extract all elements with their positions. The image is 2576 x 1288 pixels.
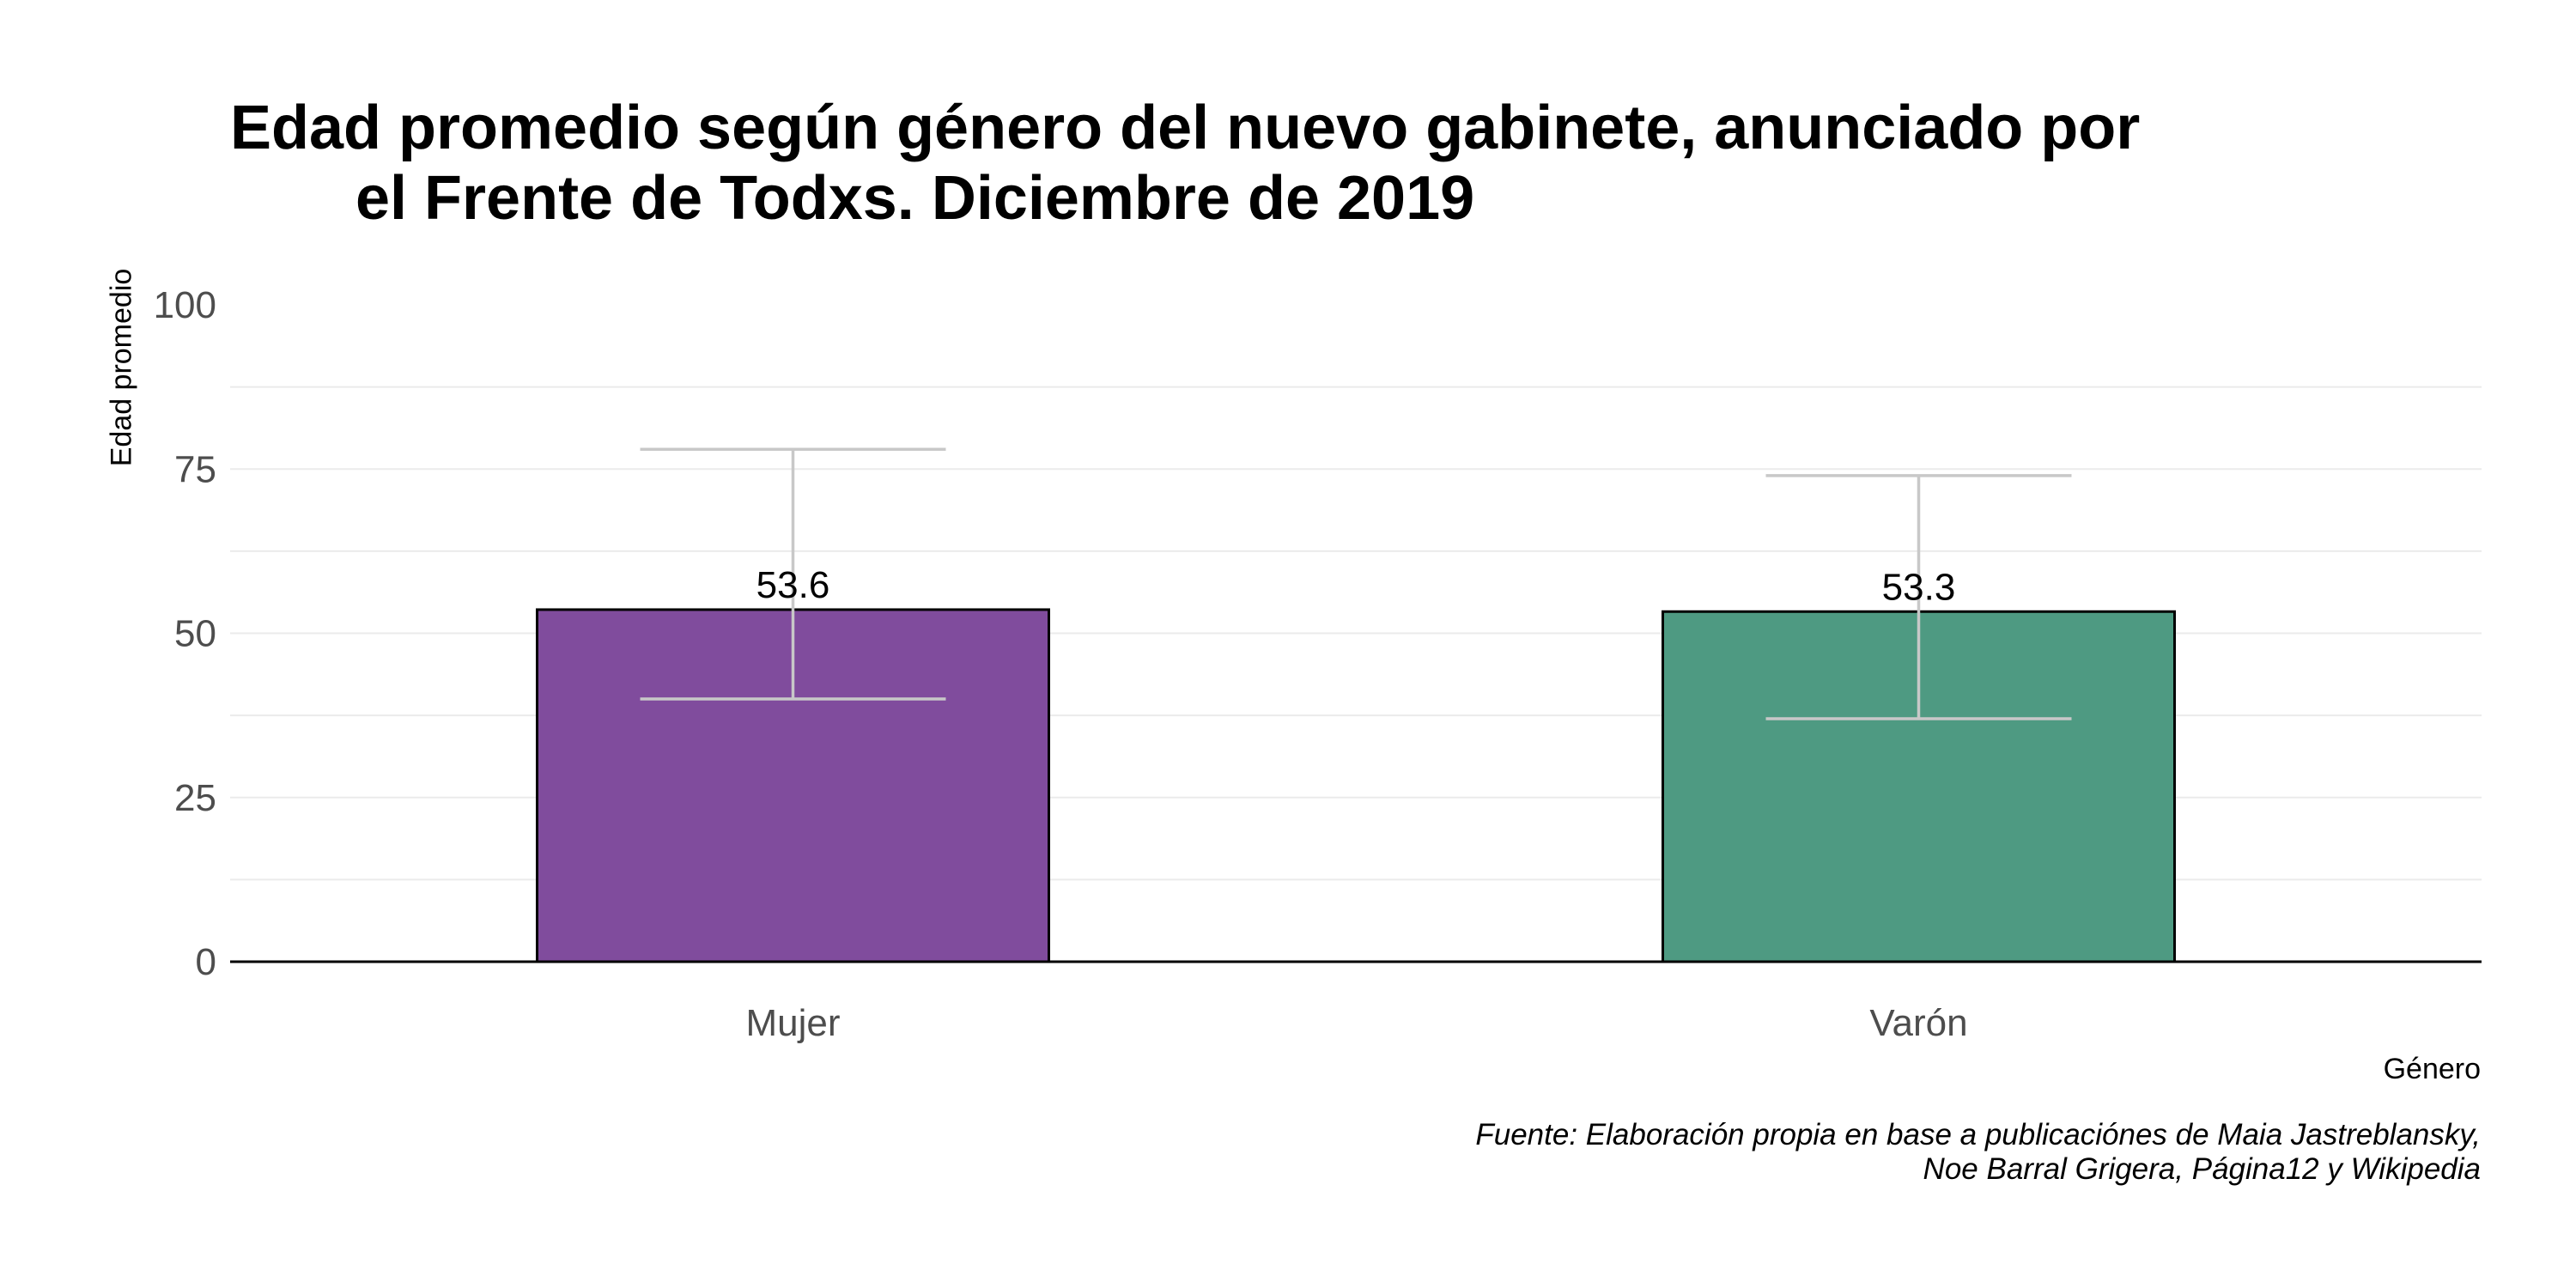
source-caption: Fuente: Elaboración propia en base a pub… (1475, 1118, 2481, 1187)
chart-title: Edad promedio según género del nuevo gab… (230, 93, 2140, 234)
error-bar-varón (1765, 474, 2072, 720)
chart-title-line-1: Edad promedio según género del nuevo gab… (230, 94, 2141, 162)
x-tick-label: Mujer (745, 1002, 840, 1044)
x-axis-ticks: Mujer Varón (745, 1002, 1967, 1044)
y-tick-label: 50 (174, 613, 216, 655)
x-tick-label: Varón (1869, 1002, 1967, 1044)
bars (536, 608, 2176, 963)
y-tick-label: 75 (174, 448, 216, 490)
data-label: 53.6 (756, 564, 830, 606)
chart-title-line-2: el Frente de Todxs. Diciembre de 2019 (355, 164, 1475, 233)
source-caption-line-2: Noe Barral Grigera, Página12 y Wikipedia (1923, 1152, 2481, 1186)
data-label: 53.3 (1882, 566, 1956, 608)
y-tick-label: 100 (154, 284, 216, 326)
y-tick-label: 25 (174, 777, 216, 819)
error-bar-mujer (640, 447, 946, 701)
y-axis-ticks: 0 25 50 75 100 (154, 284, 216, 983)
y-tick-label: 0 (196, 941, 216, 983)
x-axis-label: Género (2383, 1053, 2481, 1085)
source-caption-line-1: Fuente: Elaboración propia en base a pub… (1475, 1118, 2481, 1151)
data-labels: 53.6 53.3 (756, 564, 1956, 608)
error-bars (640, 447, 2072, 720)
